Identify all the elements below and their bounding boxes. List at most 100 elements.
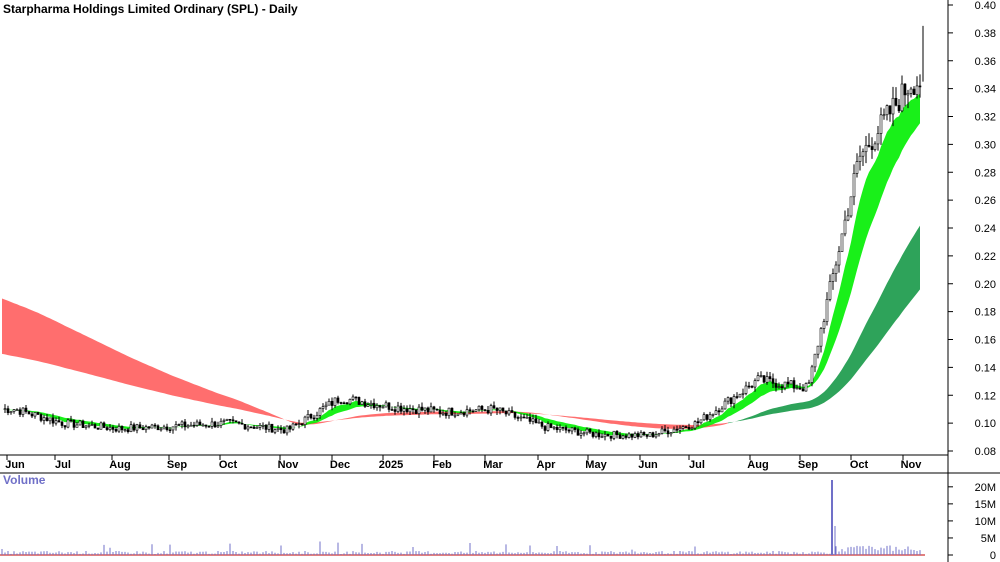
candle-body bbox=[888, 105, 892, 115]
candle-body bbox=[114, 429, 118, 432]
candle-body bbox=[516, 417, 520, 419]
candle-body bbox=[480, 405, 484, 410]
candle-body bbox=[789, 380, 793, 385]
candle-body bbox=[174, 424, 178, 428]
x-tick-label: May bbox=[585, 459, 607, 471]
candle-body bbox=[282, 429, 286, 434]
candle-body bbox=[267, 423, 271, 430]
candle-body bbox=[741, 393, 745, 395]
candle-body bbox=[243, 424, 247, 430]
x-tick-label: Sep bbox=[798, 459, 818, 471]
candle-body bbox=[765, 376, 769, 383]
candle-body bbox=[879, 114, 883, 134]
candle-body bbox=[846, 215, 850, 221]
candle-body bbox=[423, 407, 427, 411]
candle-body bbox=[705, 414, 709, 420]
candle-body bbox=[627, 433, 631, 438]
candle-body bbox=[171, 426, 175, 431]
candle-body bbox=[543, 426, 547, 431]
candle-body bbox=[378, 405, 382, 408]
candle-body bbox=[570, 427, 574, 432]
candle-body bbox=[12, 409, 16, 412]
candle-body bbox=[597, 432, 601, 438]
candle-body bbox=[669, 432, 673, 435]
candle-body bbox=[363, 401, 367, 407]
candle-body bbox=[588, 428, 592, 433]
candle-body bbox=[315, 415, 319, 419]
candle-body bbox=[912, 88, 916, 95]
candle-body bbox=[675, 428, 679, 431]
candle-body bbox=[36, 412, 40, 415]
candle-body bbox=[501, 407, 505, 412]
candle-body bbox=[144, 426, 148, 431]
candle-body bbox=[663, 428, 667, 432]
candle-body bbox=[255, 427, 259, 429]
candle-body bbox=[21, 407, 25, 415]
candle-body bbox=[801, 388, 805, 392]
moving-average-bands bbox=[2, 93, 920, 437]
candle-body bbox=[768, 376, 772, 379]
x-tick-label: Jun bbox=[638, 459, 658, 471]
candle-body bbox=[183, 421, 187, 428]
candle-body bbox=[816, 345, 820, 355]
candle-body bbox=[453, 414, 457, 417]
candle-body bbox=[447, 407, 451, 416]
candle-body bbox=[375, 405, 379, 409]
y-tick-label: 0.18 bbox=[975, 307, 996, 319]
candle-body bbox=[63, 425, 67, 428]
candle-body bbox=[657, 433, 661, 436]
candle-body bbox=[492, 405, 496, 409]
candle-body bbox=[735, 396, 739, 398]
candle-body bbox=[465, 409, 469, 416]
candle-body bbox=[843, 219, 847, 235]
candle-body bbox=[540, 421, 544, 427]
candle-body bbox=[771, 378, 775, 384]
candle-body bbox=[720, 408, 724, 413]
candle-body bbox=[387, 402, 391, 410]
candle-body bbox=[354, 396, 358, 399]
candle-body bbox=[867, 144, 871, 147]
candle-body bbox=[855, 161, 859, 174]
candle-body bbox=[918, 85, 922, 88]
candle-body bbox=[132, 424, 136, 431]
candle-body bbox=[405, 408, 409, 413]
candle-body bbox=[858, 155, 862, 162]
candle-body bbox=[744, 385, 748, 394]
candle-body bbox=[258, 425, 262, 428]
candle-body bbox=[237, 421, 241, 424]
candle-body bbox=[288, 425, 292, 430]
candle-body bbox=[495, 407, 499, 411]
candle-body bbox=[612, 430, 616, 439]
y-tick-label: 0.30 bbox=[975, 139, 996, 151]
candle-body bbox=[732, 396, 736, 404]
long-term-band bbox=[2, 298, 728, 429]
candle-body bbox=[93, 424, 97, 429]
candle-body bbox=[3, 408, 7, 410]
candle-body bbox=[126, 429, 130, 432]
candle-body bbox=[687, 427, 691, 430]
y-tick-label: 0.24 bbox=[975, 223, 996, 235]
candle-body bbox=[216, 425, 220, 428]
x-tick-label: Jul bbox=[689, 459, 705, 471]
candle-body bbox=[624, 435, 628, 438]
y-tick-label: 0.08 bbox=[975, 446, 996, 458]
candle-body bbox=[108, 427, 112, 430]
candle-body bbox=[585, 428, 589, 434]
candle-body bbox=[870, 146, 874, 150]
candle-body bbox=[909, 88, 913, 94]
candle-body bbox=[168, 429, 172, 432]
x-tick-label: Feb bbox=[432, 459, 452, 471]
candle-body bbox=[147, 426, 151, 429]
candle-body bbox=[294, 423, 298, 426]
candle-body bbox=[810, 366, 814, 383]
candle-body bbox=[54, 420, 58, 424]
candle-body bbox=[135, 424, 139, 431]
candle-body bbox=[837, 251, 841, 266]
candle-body bbox=[357, 397, 361, 405]
candle-body bbox=[546, 423, 550, 431]
candle-body bbox=[48, 417, 52, 422]
candle-body bbox=[198, 421, 202, 426]
candle-body bbox=[903, 83, 907, 96]
candle-body bbox=[273, 429, 277, 433]
candle-body bbox=[270, 423, 274, 433]
